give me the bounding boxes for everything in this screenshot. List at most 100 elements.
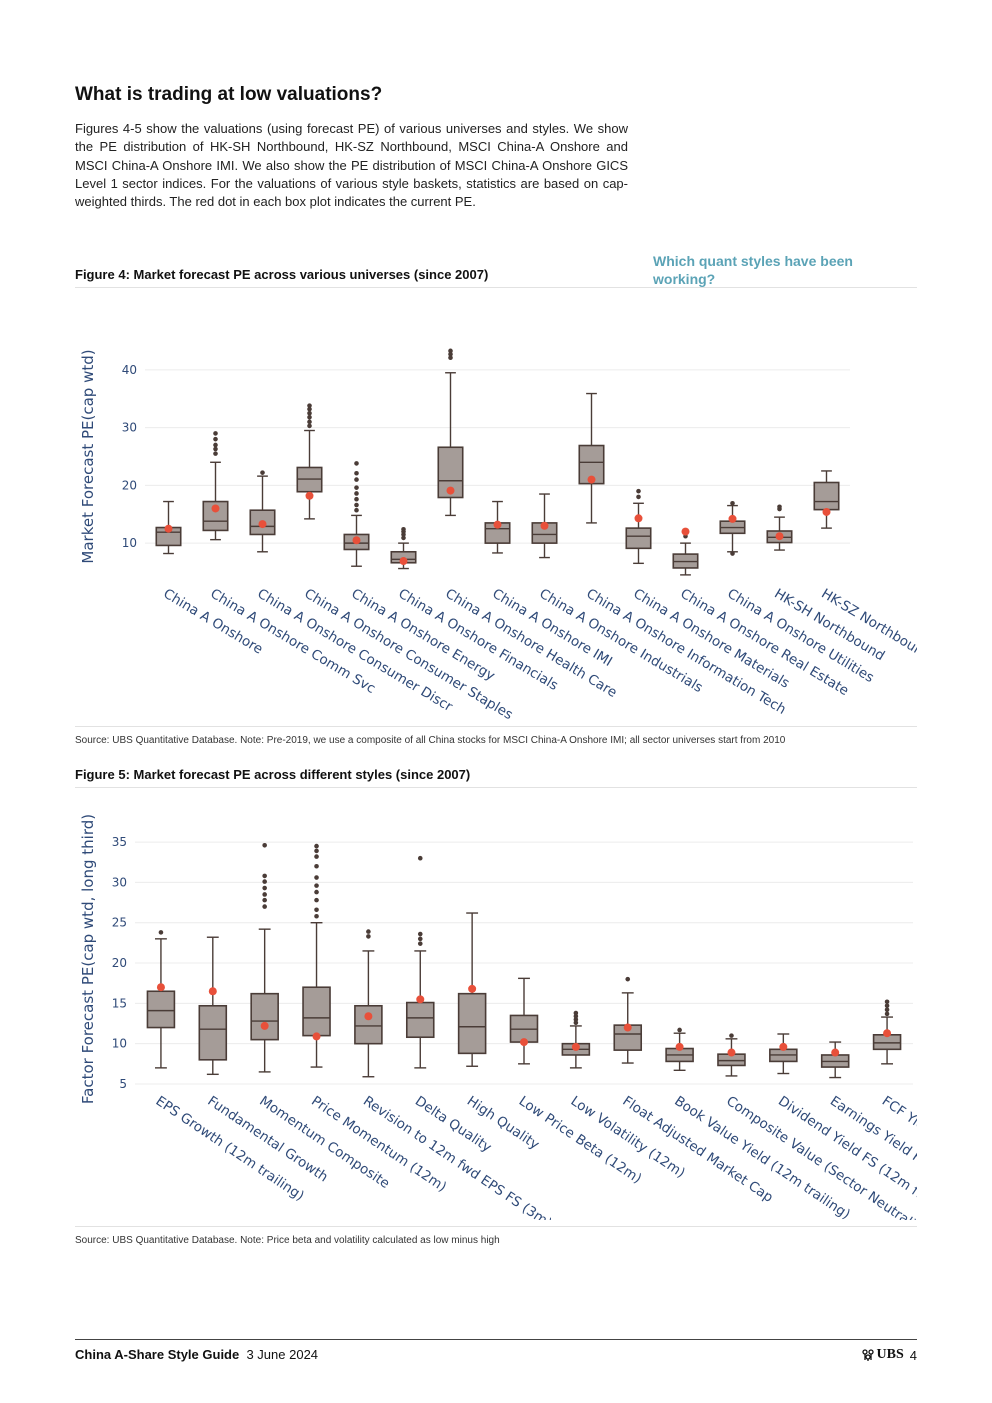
outlier-point <box>366 929 371 934</box>
current-pe-dot <box>211 504 220 513</box>
outlier-point <box>314 854 319 859</box>
outlier-point <box>354 496 359 502</box>
current-pe-dot <box>883 1029 892 1038</box>
outlier-point <box>573 1010 579 1016</box>
current-pe-dot <box>779 1042 788 1051</box>
current-pe-dot <box>675 1042 684 1051</box>
outlier-point <box>314 848 319 854</box>
outlier-point <box>354 491 359 496</box>
figure4-title: Figure 4: Market forecast PE across vari… <box>75 267 489 282</box>
box-group <box>354 929 383 1078</box>
outlier-point <box>573 1013 579 1019</box>
outlier-point <box>354 470 359 476</box>
outlier-point <box>417 941 423 946</box>
outlier-point <box>262 873 267 879</box>
outlier-point <box>314 897 319 903</box>
outlier-point <box>307 410 312 416</box>
outlier-point <box>573 1020 579 1026</box>
y-tick-label: 30 <box>122 421 137 435</box>
current-pe-dot <box>399 557 408 566</box>
footer-rule <box>75 1339 917 1340</box>
current-pe-dot <box>571 1042 580 1051</box>
outlier-point <box>884 999 890 1005</box>
outlier-point <box>573 1017 579 1022</box>
related-link[interactable]: Which quant styles have been working? <box>653 253 853 287</box>
y-tick-label: 30 <box>112 875 127 889</box>
outlier-point <box>307 406 312 412</box>
box-group <box>717 1033 746 1077</box>
outlier-point <box>314 863 319 869</box>
box <box>198 1004 228 1061</box>
box-group <box>531 493 558 559</box>
current-pe-dot <box>258 520 267 529</box>
outlier-point <box>354 461 359 466</box>
outlier-point <box>262 892 267 897</box>
box-group <box>672 527 699 576</box>
box <box>457 992 487 1055</box>
current-pe-dot <box>540 521 549 530</box>
current-pe-dot <box>468 984 477 993</box>
y-tick-label: 35 <box>112 835 127 849</box>
outlier-point <box>884 1003 890 1009</box>
box <box>405 1001 435 1039</box>
y-tick-label: 15 <box>112 996 127 1010</box>
outlier-point <box>448 355 453 361</box>
figure4-bottom-rule <box>75 726 917 727</box>
box-group <box>457 912 487 1067</box>
y-axis-label: Factor Forecast PE(cap wtd, long third) <box>79 814 97 1104</box>
outlier-point <box>262 885 267 891</box>
box-group <box>820 1041 850 1079</box>
current-pe-dot <box>364 1012 373 1021</box>
outlier-point <box>260 470 265 475</box>
y-tick-label: 20 <box>122 478 137 492</box>
ubs-logo: UBS <box>861 1347 904 1363</box>
box-group <box>198 936 228 1076</box>
outlier-point <box>307 423 312 429</box>
box-group <box>665 1027 694 1071</box>
current-pe-dot <box>520 1038 528 1047</box>
current-pe-dot <box>775 532 784 541</box>
current-pe-dot <box>681 527 690 536</box>
outlier-point <box>314 883 319 888</box>
section-heading: What is trading at low valuations? <box>75 84 383 105</box>
outlier-point <box>354 477 359 482</box>
outlier-point <box>307 419 312 425</box>
box-group <box>484 500 511 554</box>
outlier-point <box>314 875 319 880</box>
current-pe-dot <box>446 486 455 495</box>
y-axis-label: Market Forecast PE(cap wtd) <box>79 349 97 563</box>
box <box>146 990 176 1029</box>
footer-doc-info: China A-Share Style Guide 3 June 2024 <box>75 1347 318 1362</box>
outlier-point <box>677 1027 682 1033</box>
figure4-top-rule <box>75 287 917 288</box>
outlier-point <box>448 351 453 357</box>
y-tick-label: 20 <box>112 956 127 970</box>
outlier-point <box>262 879 267 884</box>
box-group <box>155 500 182 555</box>
figure5-source: Source: UBS Quantitative Database. Note:… <box>75 1235 500 1246</box>
current-pe-dot <box>587 475 596 484</box>
box-group <box>578 392 605 524</box>
outlier-point <box>354 485 359 490</box>
y-tick-label: 5 <box>119 1077 127 1091</box>
outlier-point <box>730 551 735 556</box>
current-pe-dot <box>164 524 173 533</box>
box-group <box>296 403 323 520</box>
ubs-keys-icon <box>861 1349 874 1361</box>
box-group <box>249 470 276 553</box>
box-group <box>766 504 793 551</box>
outlier-point <box>354 502 359 508</box>
y-tick-label: 25 <box>112 916 127 930</box>
figure4-chart: 10 20 30 40 Market Forecast PE(cap wtd) China… <box>75 296 917 720</box>
current-pe-dot <box>305 491 314 500</box>
box-group <box>146 930 176 1069</box>
y-tick-label: 10 <box>122 536 137 550</box>
box-group <box>509 977 539 1065</box>
outlier-point <box>417 855 423 861</box>
outlier-point <box>262 842 267 848</box>
current-pe-dot <box>623 1023 632 1032</box>
current-pe-dot <box>208 987 217 996</box>
figure5-bottom-rule <box>75 1226 917 1227</box>
outlier-point <box>884 1011 890 1017</box>
